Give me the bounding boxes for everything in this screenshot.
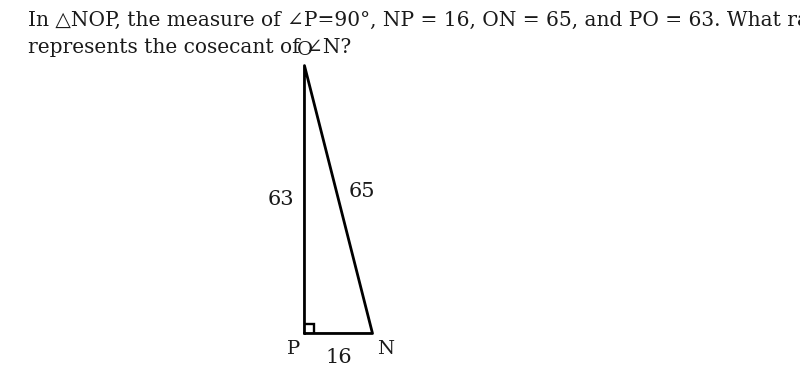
Text: In △NOP, the measure of ∠P=90°, NP = 16, ON = 65, and PO = 63. What ratio
repres: In △NOP, the measure of ∠P=90°, NP = 16,…: [28, 11, 800, 57]
Text: 63: 63: [267, 190, 294, 209]
Text: 65: 65: [349, 182, 376, 200]
Text: O: O: [297, 41, 313, 59]
Text: 16: 16: [325, 348, 352, 367]
Text: N: N: [377, 340, 394, 358]
Text: P: P: [287, 340, 300, 358]
